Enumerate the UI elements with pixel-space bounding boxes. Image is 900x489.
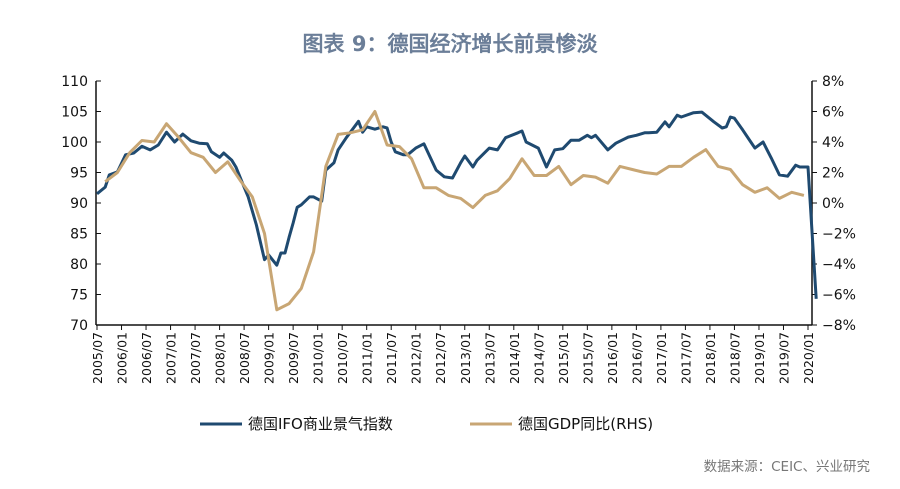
legend-label: 德国IFO商业景气指数 xyxy=(248,415,393,433)
series-line-gdp xyxy=(104,110,805,312)
x-tick-label: 2018/01 xyxy=(703,332,718,384)
x-tick-label: 2009/07 xyxy=(286,332,301,384)
x-tick-label: 2005/07 xyxy=(90,332,105,384)
x-tick-label: 2012/07 xyxy=(433,332,448,384)
series-points-gdp xyxy=(105,111,805,310)
x-tick-label: 2013/01 xyxy=(458,332,473,384)
y-left-tick-label: 75 xyxy=(70,288,88,304)
y-left-tick-label: 80 xyxy=(70,257,88,273)
x-tick-label: 2014/07 xyxy=(531,332,546,384)
y-left-tick-label: 90 xyxy=(70,196,88,212)
y-left-tick-label: 105 xyxy=(61,105,88,121)
y-right-tick-label: 0% xyxy=(822,196,844,212)
y-left-tick-label: 70 xyxy=(70,318,88,334)
y-left-tick-label: 110 xyxy=(61,74,88,90)
x-tick-label: 2015/07 xyxy=(580,332,595,384)
y-right-tick-label: 8% xyxy=(822,74,844,90)
y-left-tick-label: 95 xyxy=(70,166,88,182)
x-tick-label: 2014/01 xyxy=(507,332,522,384)
x-tick-label: 2013/07 xyxy=(482,332,497,384)
x-tick-label: 2011/07 xyxy=(384,332,399,384)
y-right-tick-label: −8% xyxy=(822,318,856,334)
x-tick-label: 2019/07 xyxy=(776,332,791,384)
x-tick-label: 2010/07 xyxy=(335,332,350,384)
series-line-ifo xyxy=(96,110,818,299)
y-right-tick-label: −4% xyxy=(822,257,856,273)
x-tick-label: 2007/07 xyxy=(188,332,203,384)
y-left-tick-label: 85 xyxy=(70,227,88,243)
y-right-tick-label: 4% xyxy=(822,135,844,151)
y-left-tick-label: 100 xyxy=(61,135,88,151)
x-tick-label: 2007/01 xyxy=(164,332,179,384)
x-tick-label: 2006/07 xyxy=(139,332,154,384)
y-right-tick-label: 6% xyxy=(822,105,844,121)
x-tick-label: 2016/07 xyxy=(629,332,644,384)
x-tick-label: 2010/01 xyxy=(311,332,326,384)
x-tick-label: 2018/07 xyxy=(727,332,742,384)
y-right-tick-label: −2% xyxy=(822,227,856,243)
y-right-tick-label: −6% xyxy=(822,288,856,304)
x-tick-label: 2020/01 xyxy=(801,332,816,384)
x-tick-label: 2008/01 xyxy=(213,332,228,384)
x-tick-label: 2016/01 xyxy=(605,332,620,384)
x-tick-label: 2012/01 xyxy=(409,332,424,384)
x-tick-label: 2009/01 xyxy=(262,332,277,384)
x-tick-label: 2006/01 xyxy=(115,332,130,384)
series-points-ifo xyxy=(96,112,817,299)
chart-title: 图表 9：德国经济增长前景惨淡 xyxy=(302,32,598,56)
legend-label: 德国GDP同比(RHS) xyxy=(518,415,653,433)
x-tick-label: 2011/01 xyxy=(360,332,375,384)
x-tick-label: 2017/01 xyxy=(654,332,669,384)
y-right-tick-label: 2% xyxy=(822,166,844,182)
x-tick-label: 2008/07 xyxy=(237,332,252,384)
x-tick-label: 2017/07 xyxy=(678,332,693,384)
x-tick-label: 2015/01 xyxy=(556,332,571,384)
x-tick-label: 2019/01 xyxy=(752,332,767,384)
source-note: 数据来源：CEIC、兴业研究 xyxy=(703,459,870,475)
